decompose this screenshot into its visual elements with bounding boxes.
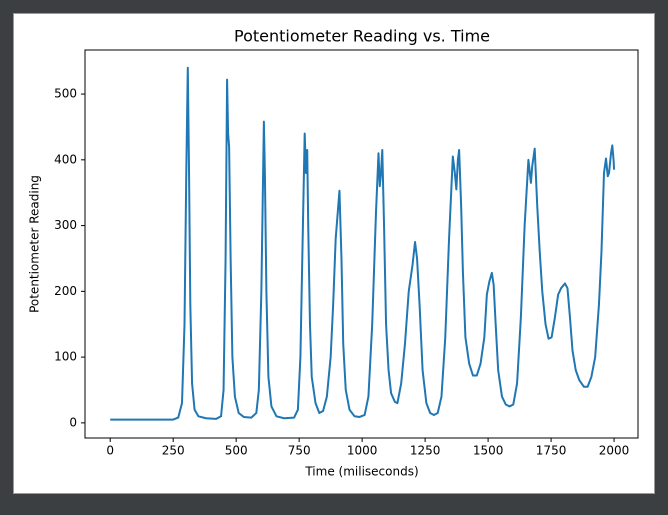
y-tick-label: 500 [54,87,77,101]
y-tick-label: 400 [54,152,77,166]
y-tick-label: 0 [69,415,77,429]
x-tick-label: 1750 [536,444,567,458]
window [13,13,655,494]
x-tick-label: 750 [288,444,311,458]
plot-frame [84,49,639,439]
x-tick-label: 2000 [599,444,630,458]
y-tick-label: 200 [54,284,77,298]
x-tick-label: 1250 [410,444,441,458]
y-tick-label: 100 [54,350,77,364]
x-axis-label: Time (miliseconds) [304,465,418,479]
x-tick-label: 500 [225,444,248,458]
y-axis-label: Potentiometer Reading [28,175,42,313]
x-tick-label: 250 [162,444,185,458]
y-tick-label: 300 [54,218,77,232]
x-tick-label: 0 [106,444,114,458]
data-line [110,66,616,421]
chart-title: Potentiometer Reading vs. Time [234,27,490,46]
x-tick-label: 1500 [473,444,504,458]
x-tick-label: 1000 [347,444,378,458]
